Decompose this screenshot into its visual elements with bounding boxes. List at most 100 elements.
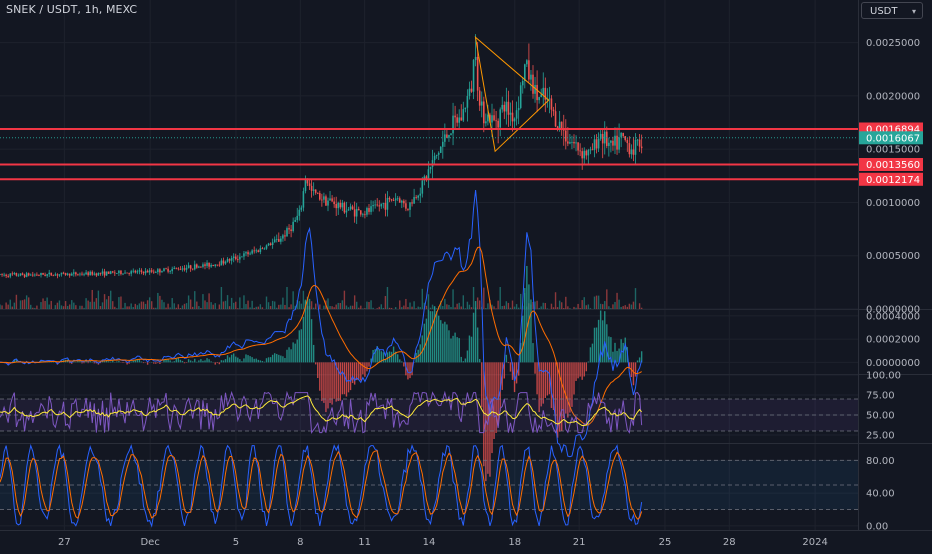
macd-histogram-bar <box>522 316 523 363</box>
macd-histogram-bar <box>596 327 597 362</box>
volume-bar <box>96 298 97 309</box>
volume-bar <box>543 303 544 309</box>
volume-bar <box>454 307 455 309</box>
macd-histogram-bar <box>206 358 207 362</box>
macd-histogram-bar <box>366 362 367 371</box>
macd-histogram-bar <box>584 362 585 376</box>
macd-histogram-bar <box>637 360 638 362</box>
candle-body <box>532 75 534 94</box>
volume-bar <box>10 300 11 309</box>
candle-body <box>55 274 57 275</box>
candle-body <box>440 147 442 153</box>
candle-body <box>196 264 198 267</box>
volume-bar <box>477 297 478 309</box>
volume-bar <box>110 291 111 309</box>
volume-bar <box>629 304 630 309</box>
macd-histogram-bar <box>118 361 119 362</box>
volume-bar <box>479 300 480 309</box>
candle-body <box>137 271 139 272</box>
candle-body <box>288 228 290 229</box>
x-tick-label: 18 <box>508 537 521 548</box>
macd-histogram-bar <box>625 338 626 363</box>
macd-histogram-bar <box>169 360 170 362</box>
candle-body <box>497 121 499 128</box>
macd-histogram-bar <box>108 361 109 362</box>
volume-bar <box>413 301 414 309</box>
candle-body <box>417 196 419 198</box>
volume-bar <box>147 300 148 309</box>
candle-body <box>588 150 590 155</box>
macd-histogram-bar <box>79 361 80 362</box>
candle-body <box>249 254 251 255</box>
volume-bar <box>137 305 138 309</box>
macd-histogram-bar <box>331 362 332 404</box>
macd-histogram-bar <box>190 360 191 362</box>
macd-histogram-bar <box>219 362 220 364</box>
volume-bar <box>352 306 353 309</box>
candle-body <box>446 134 448 137</box>
candle-body <box>192 269 194 270</box>
volume-bar <box>276 308 277 309</box>
macd-histogram-bar <box>639 357 640 362</box>
volume-bar <box>432 305 433 309</box>
x-tick-label: 14 <box>423 537 436 548</box>
candle-body <box>48 273 50 274</box>
volume-bar <box>567 306 568 309</box>
candle-body <box>633 149 635 154</box>
candle-body <box>286 228 288 236</box>
volume-bar <box>90 302 91 309</box>
candle-body <box>120 271 122 274</box>
candle-body <box>586 151 588 156</box>
volume-bar <box>350 306 351 309</box>
candle-body <box>366 208 368 215</box>
candle-body <box>311 186 313 191</box>
candle-body <box>331 198 333 201</box>
currency-selector-button[interactable]: USDT ▾ <box>861 2 923 19</box>
candle-body <box>24 275 26 277</box>
candle-body <box>477 57 479 91</box>
volume-bar <box>360 306 361 309</box>
volume-bar <box>104 294 105 309</box>
candle-body <box>604 132 606 144</box>
volume-bar <box>208 293 209 309</box>
macd-y-tick-label: 0.0000000 <box>866 358 920 369</box>
candle-body <box>108 272 110 274</box>
volume-bar <box>467 302 468 309</box>
symbol-title[interactable]: SNEK / USDT, 1h, MEXC <box>6 3 137 16</box>
macd-histogram-bar <box>192 361 193 362</box>
volume-bar <box>618 300 619 309</box>
macd-histogram-bar <box>208 359 209 362</box>
candle-body <box>278 239 280 242</box>
candle-body <box>71 274 73 276</box>
macd-histogram-bar <box>616 351 617 362</box>
candle-body <box>471 89 473 92</box>
volume-bar <box>256 307 257 309</box>
volume-bar <box>59 300 60 309</box>
macd-histogram-bar <box>340 362 341 400</box>
rsi-y-tick-label: 100.00 <box>866 371 901 382</box>
macd-histogram-bar <box>153 362 154 363</box>
candle-body <box>85 272 87 274</box>
volume-bar <box>108 296 109 309</box>
candle-body <box>378 205 380 206</box>
volume-bar <box>368 302 369 309</box>
volume-bar <box>219 304 220 309</box>
macd-histogram-bar <box>274 353 275 362</box>
volume-bar <box>133 307 134 309</box>
candle-body <box>206 263 208 266</box>
macd-histogram-bar <box>635 362 636 376</box>
volume-bar <box>5 302 6 309</box>
volume-bar <box>497 301 498 309</box>
volume-bar <box>586 305 587 309</box>
price-y-tick-label: 0.0015000 <box>866 145 920 156</box>
candle-body <box>225 262 227 264</box>
candle-body <box>315 190 317 193</box>
volume-bar <box>342 300 343 309</box>
volume-bar <box>471 307 472 309</box>
candle-body <box>114 273 116 274</box>
x-tick-label: 28 <box>723 537 736 548</box>
candle-body <box>430 167 432 169</box>
macd-histogram-bar <box>110 362 111 363</box>
